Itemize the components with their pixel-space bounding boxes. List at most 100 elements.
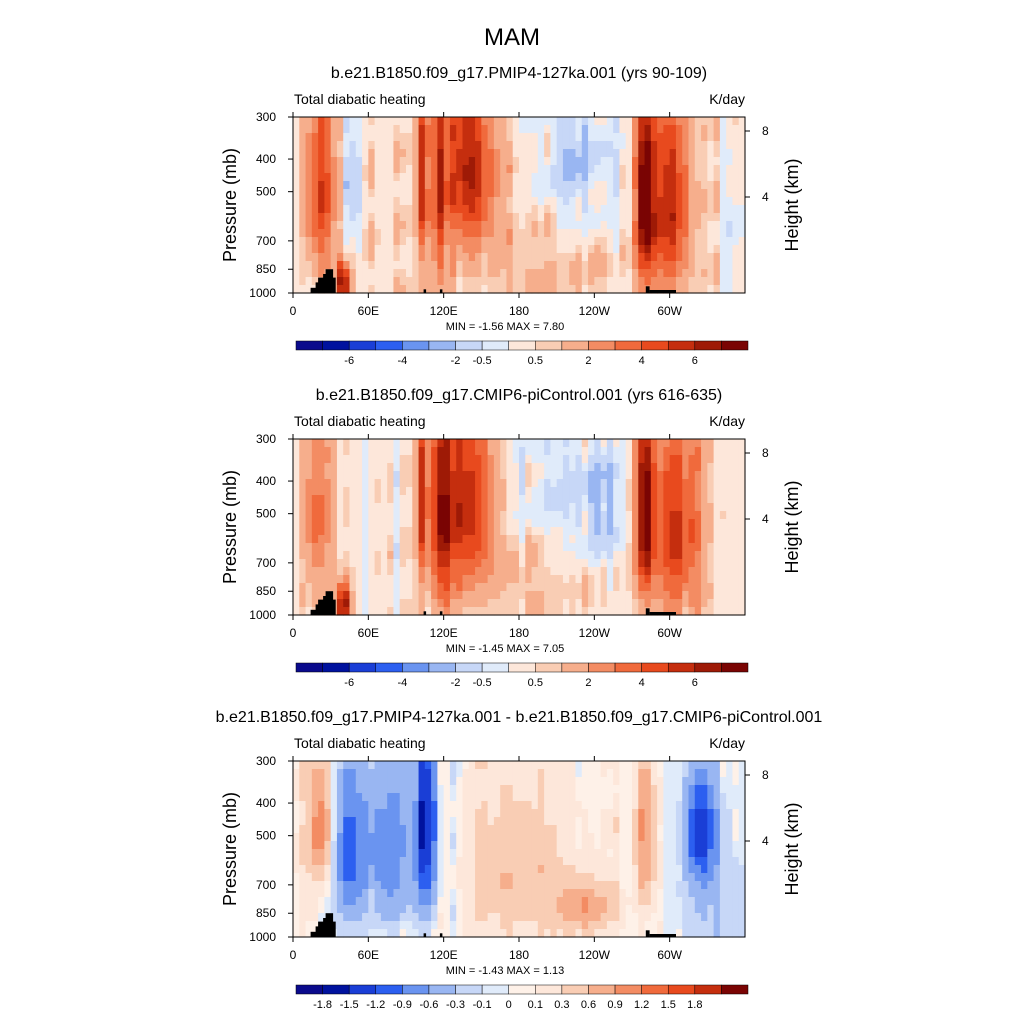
heatmap-cell	[606, 173, 614, 182]
heatmap-cell	[519, 205, 526, 214]
heatmap-cell	[380, 503, 388, 512]
heatmap-cell	[588, 125, 595, 134]
y-axis-label: Pressure (mb)	[220, 148, 240, 262]
heatmap-cell	[544, 777, 551, 786]
heatmap-cell	[412, 865, 420, 874]
heatmap-cell	[537, 825, 545, 834]
heatmap-cell	[512, 583, 520, 592]
heatmap-cell	[588, 793, 595, 802]
heatmap-cell	[343, 849, 351, 858]
heatmap-cell	[726, 503, 734, 512]
heatmap-cell	[581, 921, 589, 930]
heatmap-cell	[525, 495, 533, 504]
heatmap-cell	[387, 463, 395, 472]
heatmap-cell	[355, 551, 363, 560]
heatmap-cell	[443, 447, 451, 456]
heatmap-cell	[707, 769, 715, 778]
heatmap-cell	[336, 833, 344, 842]
heatmap-cell	[437, 849, 445, 858]
heatmap-cell	[619, 559, 627, 568]
heatmap-cell	[726, 575, 734, 584]
heatmap-cell	[537, 479, 545, 488]
heatmap-cell	[349, 471, 357, 480]
heatmap-cell	[305, 857, 313, 866]
heatmap-cell	[456, 913, 464, 922]
heatmap-cell	[399, 761, 407, 770]
heatmap-cell	[293, 455, 300, 464]
heatmap-cell	[600, 897, 608, 906]
heatmap-cell	[399, 841, 407, 850]
heatmap-cell	[594, 125, 602, 134]
heatmap-cell	[613, 503, 621, 512]
heatmap-cell	[437, 527, 445, 536]
heatmap-cell	[613, 897, 621, 906]
heatmap-cell	[387, 897, 395, 906]
heatmap-cell	[650, 833, 658, 842]
heatmap-cell	[713, 471, 721, 480]
heatmap-cell	[387, 551, 395, 560]
heatmap-cell	[688, 583, 696, 592]
heatmap-cell	[330, 777, 338, 786]
heatmap-cell	[613, 769, 621, 778]
heatmap-cell	[299, 495, 307, 504]
heatmap-cell	[424, 543, 432, 552]
heatmap-cell	[638, 865, 646, 874]
heatmap-cell	[456, 157, 464, 166]
heatmap-cell	[531, 913, 539, 922]
heatmap-cell	[311, 157, 319, 166]
heatmap-cell	[506, 277, 514, 286]
heatmap-cell	[519, 583, 526, 592]
heatmap-cell	[556, 575, 564, 584]
heatmap-cell	[719, 205, 727, 214]
heatmap-cell	[669, 929, 677, 938]
heatmap-cell	[456, 189, 464, 198]
heatmap-cell	[343, 455, 351, 464]
heatmap-cell	[349, 559, 357, 568]
heatmap-cell	[368, 809, 376, 818]
heatmap-cell	[519, 261, 526, 270]
heatmap-cell	[544, 439, 551, 448]
heatmap-cell	[475, 873, 482, 882]
heatmap-cell	[719, 189, 727, 198]
heatmap-cell	[525, 857, 533, 866]
heatmap-cell	[657, 213, 664, 222]
heatmap-cell	[619, 905, 627, 914]
heatmap-cell	[305, 841, 313, 850]
heatmap-cell	[437, 125, 445, 134]
heatmap-cell	[349, 825, 357, 834]
heatmap-cell	[669, 793, 677, 802]
heatmap-cell	[669, 133, 677, 142]
heatmap-cell	[487, 527, 495, 536]
heatmap-cell	[625, 165, 633, 174]
heatmap-cell	[387, 889, 395, 898]
heatmap-cell	[412, 801, 420, 810]
heatmap-cell	[336, 261, 344, 270]
heatmap-cell	[588, 133, 595, 142]
heatmap-cell	[650, 575, 658, 584]
heatmap-cell	[406, 865, 413, 874]
heatmap-cell	[644, 905, 652, 914]
heatmap-cell	[644, 141, 652, 150]
heatmap-cell	[374, 157, 382, 166]
heatmap-cell	[694, 841, 702, 850]
heatmap-cell	[606, 229, 614, 238]
heatmap-cell	[600, 817, 608, 826]
heatmap-cell	[462, 825, 470, 834]
heatmap-cell	[324, 527, 332, 536]
heatmap-cell	[594, 551, 602, 560]
heatmap-cell	[456, 567, 464, 576]
heatmap-cell	[719, 801, 727, 810]
heatmap-cell	[330, 133, 338, 142]
heatmap-cell	[562, 133, 570, 142]
heatmap-cell	[550, 503, 558, 512]
heatmap-cell	[562, 801, 570, 810]
heatmap-cell	[506, 551, 514, 560]
heatmap-cell	[311, 825, 319, 834]
heatmap-cell	[449, 157, 457, 166]
heatmap-cell	[424, 825, 432, 834]
heatmap-cell	[443, 841, 451, 850]
heatmap-cell	[531, 559, 539, 568]
heatmap-cell	[443, 463, 451, 472]
heatmap-cell	[519, 181, 526, 190]
heatmap-cell	[437, 495, 445, 504]
